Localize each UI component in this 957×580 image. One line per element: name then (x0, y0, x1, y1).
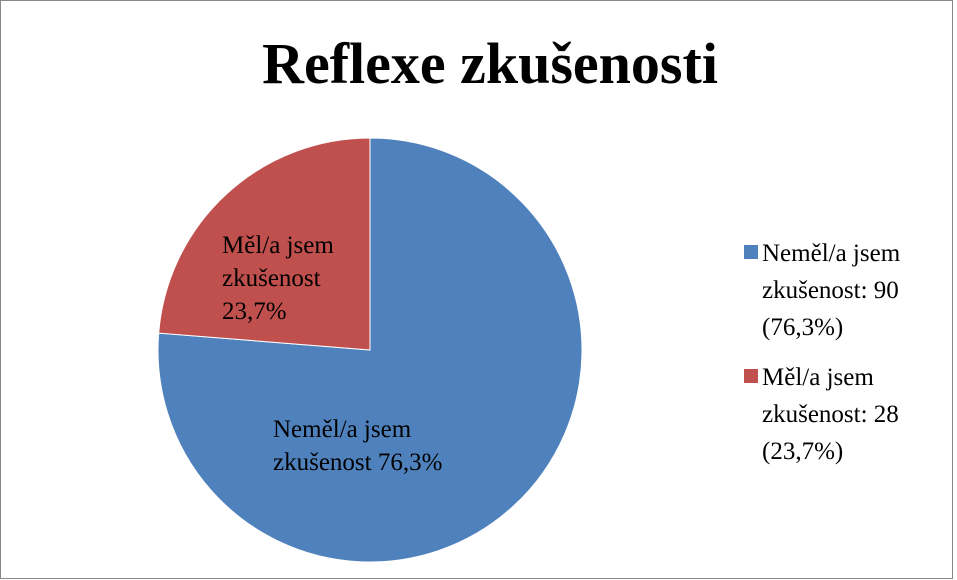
data-label: Měl/a jsem zkušenost 23,7% (222, 232, 334, 325)
data-label: Neměl/a jsem zkušenost 76,3% (273, 416, 443, 476)
legend-swatch (744, 369, 758, 383)
chart-title: Reflexe zkušenosti (262, 31, 718, 96)
legend-label: Měl/a jsem zkušenost: 28 (23,7%) (762, 364, 899, 465)
legend-swatch (744, 245, 758, 259)
legend-label: Neměl/a jsem zkušenost: 90 (76,3%) (762, 240, 901, 341)
pie-slice (158, 137, 371, 351)
